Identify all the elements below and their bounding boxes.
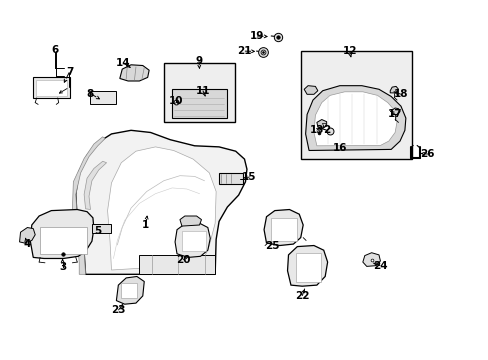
Text: 7: 7	[65, 67, 73, 77]
Bar	[300, 51, 411, 159]
Polygon shape	[390, 108, 399, 114]
Text: 23: 23	[111, 305, 125, 315]
Text: 1: 1	[142, 220, 149, 230]
Polygon shape	[389, 86, 398, 93]
Text: 3: 3	[59, 262, 66, 272]
Text: 4: 4	[23, 239, 31, 249]
Bar	[219, 173, 242, 184]
Polygon shape	[20, 228, 35, 243]
Text: 20: 20	[176, 255, 190, 265]
Text: 26: 26	[420, 149, 434, 159]
Text: 17: 17	[387, 109, 402, 120]
Polygon shape	[304, 86, 317, 94]
Bar	[271, 218, 296, 241]
Polygon shape	[362, 253, 380, 266]
Polygon shape	[30, 210, 94, 258]
Text: 14: 14	[116, 58, 130, 68]
Polygon shape	[180, 216, 201, 226]
Text: 8: 8	[87, 89, 94, 99]
Text: 15: 15	[242, 172, 256, 182]
Polygon shape	[116, 276, 144, 304]
Text: 2: 2	[323, 125, 329, 135]
Bar	[295, 253, 321, 282]
Polygon shape	[72, 137, 105, 274]
Text: 18: 18	[393, 89, 407, 99]
Text: 6: 6	[52, 45, 59, 55]
Bar	[40, 227, 86, 254]
Bar	[33, 77, 70, 98]
Bar	[172, 89, 226, 118]
Bar	[92, 224, 110, 233]
Polygon shape	[316, 120, 326, 129]
Polygon shape	[76, 130, 246, 274]
Polygon shape	[84, 161, 106, 210]
Bar	[90, 91, 116, 104]
Polygon shape	[305, 86, 405, 150]
Text: 5: 5	[94, 226, 101, 236]
Polygon shape	[107, 147, 216, 270]
Bar	[139, 255, 215, 274]
Bar	[182, 231, 206, 251]
Text: 19: 19	[249, 31, 264, 41]
Text: 13: 13	[309, 125, 324, 135]
Text: 21: 21	[237, 46, 251, 56]
Text: 22: 22	[294, 291, 309, 301]
Text: 11: 11	[195, 86, 210, 96]
Text: 24: 24	[372, 261, 387, 271]
Bar	[121, 283, 137, 298]
Text: 25: 25	[264, 240, 279, 251]
Text: 9: 9	[195, 56, 202, 66]
Polygon shape	[287, 246, 327, 286]
Text: 12: 12	[342, 46, 356, 56]
Text: 10: 10	[168, 96, 183, 106]
Bar	[163, 63, 234, 122]
Polygon shape	[313, 92, 396, 146]
Polygon shape	[264, 210, 303, 246]
Polygon shape	[120, 65, 149, 81]
Bar	[36, 80, 66, 96]
Polygon shape	[175, 223, 210, 257]
Text: 16: 16	[332, 143, 346, 153]
